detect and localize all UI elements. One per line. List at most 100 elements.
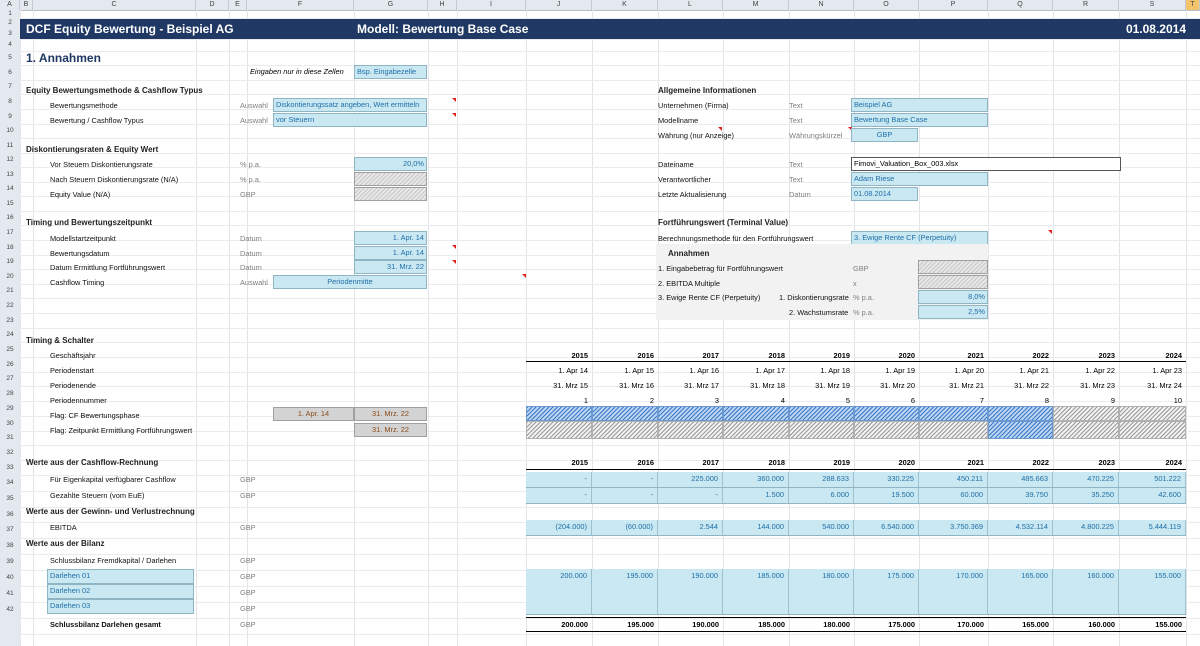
row-header-27[interactable]: 27	[6, 375, 14, 382]
ebitda-value[interactable]: 2.544	[658, 520, 723, 535]
row-header-29[interactable]: 29	[6, 405, 14, 412]
row-header-1[interactable]: 1	[8, 10, 12, 17]
row-header-5[interactable]: 5	[8, 54, 12, 61]
fcfe-value[interactable]: -	[526, 472, 592, 487]
row-header-30[interactable]: 30	[6, 420, 14, 427]
loan-01-value[interactable]: 165.000	[988, 569, 1053, 584]
taxes-value[interactable]: 1.500	[723, 488, 789, 503]
row-header-28[interactable]: 28	[6, 390, 14, 397]
row-header-42[interactable]: 42	[6, 606, 14, 613]
fcfe-value[interactable]: 330.225	[854, 472, 919, 487]
fcfe-value[interactable]: 501.222	[1119, 472, 1186, 487]
loan-03-value[interactable]	[723, 599, 789, 614]
currency-input[interactable]: GBP	[851, 128, 918, 142]
loan-01-name[interactable]: Darlehen 01	[47, 569, 194, 584]
row-header-21[interactable]: 21	[6, 287, 14, 294]
cashflow-timing-dropdown[interactable]: Periodenmitte	[273, 275, 427, 289]
ebitda-value[interactable]: 6.540.000	[854, 520, 919, 535]
row-header-8[interactable]: 8	[8, 98, 12, 105]
row-header-41[interactable]: 41	[6, 590, 14, 597]
row-header-11[interactable]: 11	[6, 142, 14, 149]
fcfe-value[interactable]: 360.000	[723, 472, 789, 487]
example-input-cell[interactable]: Bsp. Eingabezelle	[354, 65, 427, 79]
row-header-17[interactable]: 17	[6, 229, 14, 236]
row-header-22[interactable]: 22	[6, 302, 14, 309]
row-header-37[interactable]: 37	[6, 526, 14, 533]
row-header-7[interactable]: 7	[8, 83, 12, 90]
row-header-25[interactable]: 25	[6, 346, 14, 353]
loan-02-value[interactable]	[919, 584, 988, 599]
loan-03-name[interactable]: Darlehen 03	[47, 599, 194, 614]
column-header-c[interactable]: C	[33, 0, 196, 10]
loan-03-value[interactable]	[526, 599, 592, 614]
company-input[interactable]: Beispiel AG	[851, 98, 988, 112]
taxes-value[interactable]: -	[658, 488, 723, 503]
loan-01-value[interactable]: 190.000	[658, 569, 723, 584]
loan-01-value[interactable]: 185.000	[723, 569, 789, 584]
loan-03-value[interactable]	[1119, 599, 1186, 614]
loan-03-value[interactable]	[789, 599, 854, 614]
taxes-value[interactable]: -	[526, 488, 592, 503]
loan-03-value[interactable]	[592, 599, 658, 614]
row-header-16[interactable]: 16	[6, 214, 14, 221]
column-header-h[interactable]: H	[428, 0, 457, 10]
column-header-q[interactable]: Q	[988, 0, 1053, 10]
row-header-10[interactable]: 10	[6, 127, 14, 134]
ebitda-value[interactable]: 144.000	[723, 520, 789, 535]
fcfe-value[interactable]: 450.211	[919, 472, 988, 487]
row-header-13[interactable]: 13	[6, 171, 14, 178]
column-header-n[interactable]: N	[789, 0, 854, 10]
loan-03-value[interactable]	[988, 599, 1053, 614]
column-header-m[interactable]: M	[723, 0, 789, 10]
column-header-g[interactable]: G	[354, 0, 428, 10]
fcfe-value[interactable]: 225.000	[658, 472, 723, 487]
row-header-23[interactable]: 23	[6, 317, 14, 324]
loan-02-value[interactable]	[526, 584, 592, 599]
row-header-15[interactable]: 15	[6, 200, 14, 207]
row-header-20[interactable]: 20	[6, 273, 14, 280]
row-header-32[interactable]: 32	[6, 449, 14, 456]
loan-01-value[interactable]: 195.000	[592, 569, 658, 584]
taxes-value[interactable]: 39.750	[988, 488, 1053, 503]
column-header-f[interactable]: F	[247, 0, 354, 10]
ebitda-value[interactable]: 3.750.369	[919, 520, 988, 535]
filename-field[interactable]: Fimovi_Valuation_Box_003.xlsx	[851, 157, 1121, 171]
perpetuity-discount-input[interactable]: 8,0%	[918, 290, 988, 304]
row-header-35[interactable]: 35	[6, 495, 14, 502]
column-header-e[interactable]: E	[229, 0, 247, 10]
cashflow-type-dropdown[interactable]: vor Steuern	[273, 113, 427, 127]
row-header-31[interactable]: 31	[6, 434, 14, 441]
ebitda-value[interactable]: 4.532.114	[988, 520, 1053, 535]
row-header-19[interactable]: 19	[6, 258, 14, 265]
loan-02-value[interactable]	[789, 584, 854, 599]
valuation-date-input[interactable]: 1. Apr. 14	[354, 246, 427, 260]
taxes-value[interactable]: 42.600	[1119, 488, 1186, 503]
fcfe-value[interactable]: 470.225	[1053, 472, 1119, 487]
column-header-k[interactable]: K	[592, 0, 658, 10]
row-header-33[interactable]: 33	[6, 464, 14, 471]
taxes-value[interactable]: -	[592, 488, 658, 503]
column-header-d[interactable]: D	[196, 0, 229, 10]
fcfe-value[interactable]: 288.633	[789, 472, 854, 487]
column-header-r[interactable]: R	[1053, 0, 1119, 10]
fcfe-value[interactable]: -	[592, 472, 658, 487]
loan-02-value[interactable]	[1053, 584, 1119, 599]
ebitda-value[interactable]: 5.444.119	[1119, 520, 1186, 535]
ebitda-value[interactable]: (60.000)	[592, 520, 658, 535]
loan-01-value[interactable]: 180.000	[789, 569, 854, 584]
row-header-6[interactable]: 6	[8, 69, 12, 76]
row-header-34[interactable]: 34	[6, 479, 14, 486]
column-header-o[interactable]: O	[854, 0, 919, 10]
row-header-4[interactable]: 4	[8, 41, 12, 48]
growth-rate-input[interactable]: 2,5%	[918, 305, 988, 319]
loan-01-value[interactable]: 155.000	[1119, 569, 1186, 584]
loan-02-value[interactable]	[854, 584, 919, 599]
fcfe-value[interactable]: 485.663	[988, 472, 1053, 487]
column-header-j[interactable]: J	[526, 0, 592, 10]
loan-02-value[interactable]	[988, 584, 1053, 599]
pretax-rate-input[interactable]: 20,0%	[354, 157, 427, 171]
terminal-method-dropdown[interactable]: 3. Ewige Rente CF (Perpetuity)	[851, 231, 988, 245]
owner-input[interactable]: Adam Riese	[851, 172, 988, 186]
column-header-s[interactable]: S	[1119, 0, 1186, 10]
row-header-9[interactable]: 9	[8, 113, 12, 120]
